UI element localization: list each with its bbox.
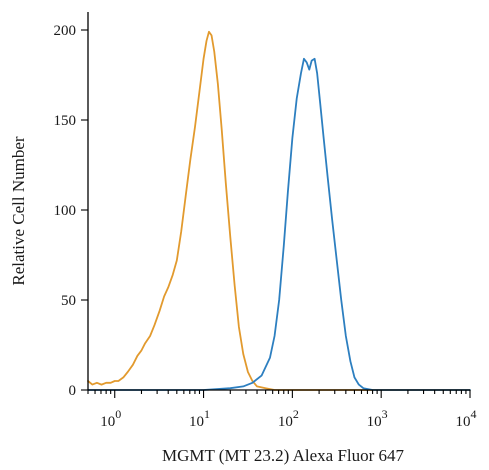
x-axis-title: MGMT (MT 23.2) Alexa Fluor 647 [162, 446, 405, 465]
y-tick-label: 100 [54, 203, 77, 219]
y-tick-label: 50 [61, 293, 76, 309]
histogram-series-1 [87, 30, 471, 391]
y-tick-label: 200 [54, 23, 77, 39]
x-tick-label: 102 [278, 407, 299, 430]
plot-area: 0 50 100 150 200 100 101 102 103 104 [54, 12, 477, 430]
y-tick-label: 0 [69, 383, 77, 399]
x-axis-ticks: 100 101 102 103 104 [87, 390, 477, 430]
histogram-series-2 [87, 57, 471, 391]
y-axis-title: Relative Cell Number [9, 136, 28, 286]
x-tick-label: 100 [100, 407, 121, 430]
series-layer [87, 30, 471, 391]
y-axis-ticks: 0 50 100 150 200 [54, 23, 88, 399]
y-tick-label: 150 [54, 113, 77, 129]
x-tick-label: 103 [367, 407, 388, 430]
x-tick-label: 101 [189, 407, 210, 430]
x-tick-label: 104 [456, 407, 477, 430]
